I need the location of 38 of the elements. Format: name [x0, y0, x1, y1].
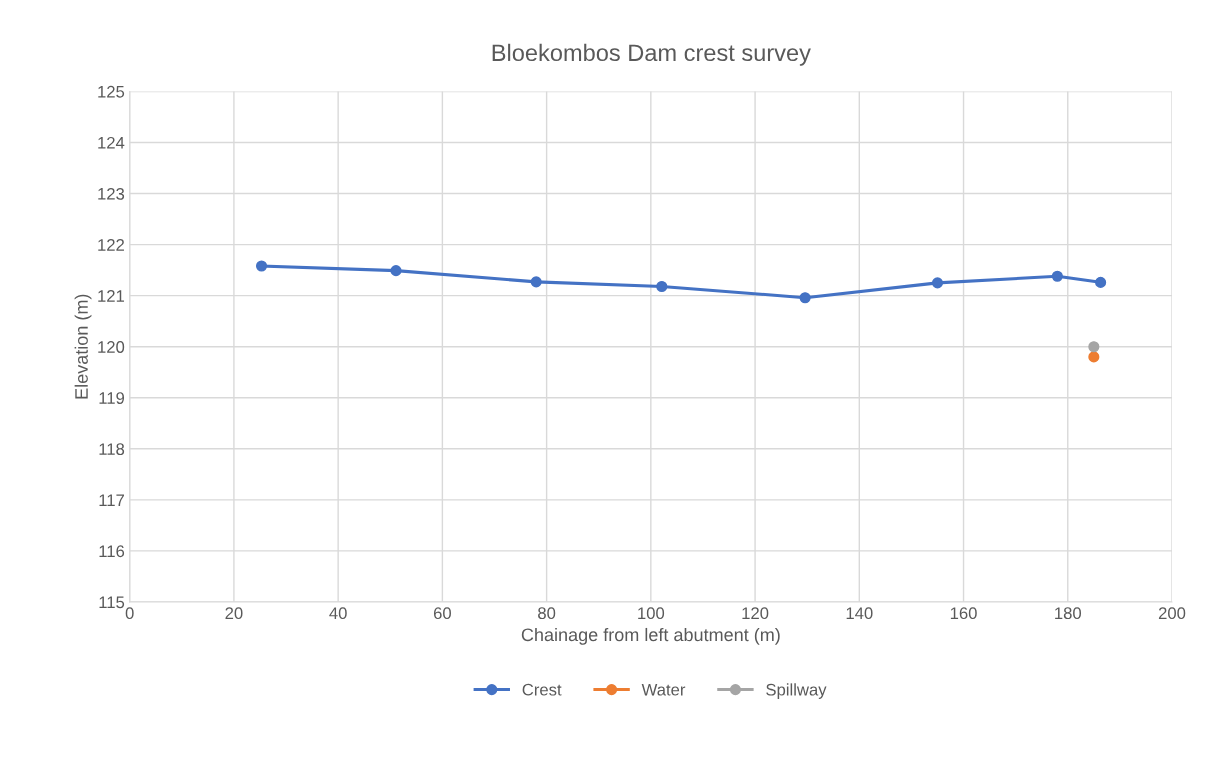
- legend-label: Water: [641, 683, 686, 696]
- y-tick-label: 125: [98, 85, 125, 98]
- y-axis-title: Elevation (m): [74, 294, 92, 399]
- x-tick-label: 100: [638, 607, 665, 620]
- legend-label: Spillway: [766, 683, 827, 699]
- y-tick-label: 119: [99, 392, 125, 404]
- y-tick-label: 122: [98, 239, 124, 251]
- y-tick-label: 116: [99, 545, 125, 558]
- x-tick-label: 120: [742, 607, 769, 620]
- point: [931, 277, 944, 289]
- y-tick-label: 118: [99, 443, 125, 456]
- point: [1095, 276, 1107, 288]
- y-tick-label: 121: [98, 290, 125, 302]
- x-tick-label: 180: [1055, 607, 1082, 620]
- x-axis-title: Chainage from left abutment (m): [521, 627, 780, 645]
- point: [390, 265, 402, 277]
- y-tick-label: 124: [98, 136, 125, 149]
- point: [656, 280, 668, 293]
- x-tick-label: 40: [329, 607, 347, 620]
- x-tick-label: 60: [433, 607, 451, 620]
- y-tick-label: 120: [98, 341, 125, 353]
- x-tick-label: 160: [950, 607, 977, 620]
- x-tick-label: 140: [846, 607, 873, 620]
- point: [1051, 270, 1063, 282]
- point: [255, 260, 268, 272]
- y-tick-label: 115: [99, 596, 125, 609]
- y-tick-label: 123: [98, 187, 125, 200]
- chart-title: Bloekombos Dam crest survey: [492, 43, 811, 66]
- legend-label: Crest: [522, 683, 562, 696]
- x-tick-label: 80: [538, 607, 556, 620]
- x-tick-label: 200: [1158, 607, 1186, 620]
- x-tick-label: 0: [125, 607, 134, 620]
- y-tick-label: 117: [99, 494, 124, 506]
- x-tick-label: 20: [225, 607, 243, 620]
- point: [799, 292, 811, 304]
- point: [530, 276, 542, 288]
- point: [1088, 341, 1100, 353]
- point: [1088, 351, 1100, 363]
